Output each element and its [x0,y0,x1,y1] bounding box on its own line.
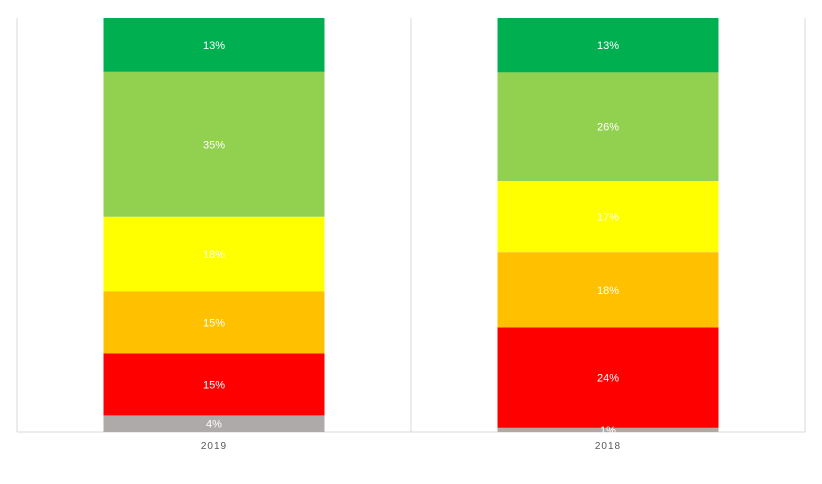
bar-segment-2018-5 [497,18,719,73]
data-label-2018-5: 13% [597,40,619,52]
bar-segment-2018-2 [497,252,719,328]
bars-group [103,18,719,432]
x-axis: 2019 2018 [201,441,621,452]
data-labels-group: 4% 15% 15% 18% 35% 13% 1% 24% 18% 17% 26% 13% [203,40,619,437]
data-label-2018-4: 26% [597,122,619,134]
data-label-2019-4: 35% [203,139,225,151]
data-label-2019-1: 15% [203,379,225,391]
bar-segment-2018-0 [497,427,719,432]
bar-segment-2018-1 [497,327,719,428]
bar-segment-2019-3 [103,216,325,292]
bar-segment-2018-4 [497,72,719,182]
bar-segment-2018-3 [497,181,719,253]
x-tick-label-2019: 2019 [201,441,227,452]
data-label-2018-0: 1% [600,425,616,437]
data-label-2019-0: 4% [206,419,222,431]
bar-segment-2019-4 [103,71,325,217]
data-label-2019-3: 18% [203,249,225,261]
data-label-2018-2: 18% [597,285,619,297]
data-label-2019-2: 15% [203,317,225,329]
data-label-2018-1: 24% [597,373,619,385]
x-tick-label-2018: 2018 [595,441,621,452]
data-label-2018-3: 17% [597,212,619,224]
bar-segment-2019-1 [103,353,325,416]
bar-segment-2019-5 [103,18,325,72]
data-label-2019-5: 13% [203,40,225,52]
bar-segment-2019-0 [103,415,325,432]
bar-segment-2019-2 [103,291,325,354]
